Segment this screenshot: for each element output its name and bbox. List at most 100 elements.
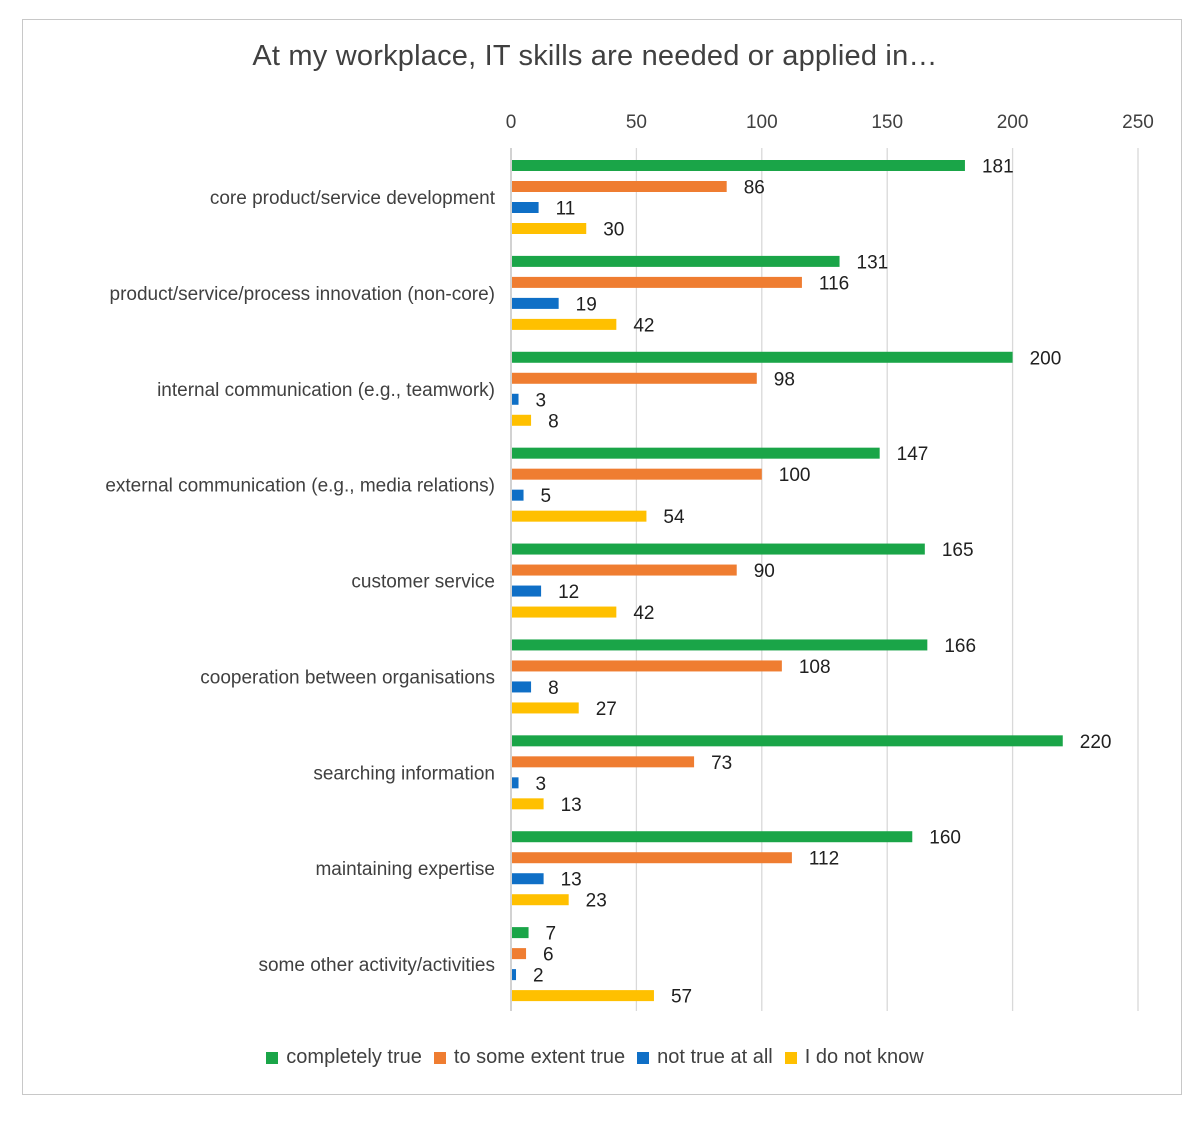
bar: [512, 318, 617, 330]
data-label: 7: [546, 924, 557, 945]
legend-item: not true at all: [637, 1046, 773, 1069]
data-label: 23: [586, 891, 607, 912]
data-label: 165: [942, 540, 974, 561]
data-label: 100: [779, 465, 811, 486]
data-label: 12: [558, 582, 579, 603]
bar: [512, 202, 539, 213]
data-label: 160: [929, 828, 961, 849]
bar: [512, 351, 1013, 363]
bar: [512, 297, 559, 309]
x-tick-label: 250: [1122, 112, 1154, 133]
legend-label: completely true: [286, 1046, 422, 1068]
data-label: 131: [857, 252, 889, 273]
bar: [512, 927, 529, 939]
category-label: internal communication (e.g., teamwork): [157, 380, 495, 401]
bar: [512, 873, 544, 885]
bar: [512, 585, 542, 597]
category-label: product/service/process innovation (non-…: [110, 284, 495, 305]
data-label: 5: [541, 486, 552, 507]
data-label: 200: [1030, 348, 1062, 369]
bar: [512, 181, 727, 192]
data-label: 181: [982, 157, 1014, 178]
data-label: 73: [711, 753, 732, 774]
x-tick-label: 200: [997, 112, 1029, 133]
x-tick-label: 100: [746, 112, 778, 133]
bar: [512, 990, 654, 1002]
bar: [512, 969, 517, 981]
legend-label: to some extent true: [453, 1046, 626, 1068]
bar: [512, 639, 928, 651]
data-label: 90: [754, 561, 775, 582]
bar: [512, 510, 647, 522]
x-tick-label: 0: [506, 112, 517, 133]
bar: [512, 948, 527, 960]
bar: [512, 735, 1063, 747]
x-tick-label: 50: [626, 112, 647, 133]
bar: [512, 255, 840, 267]
bar: [512, 852, 792, 864]
data-label: 42: [633, 315, 654, 336]
bar: [512, 372, 757, 384]
legend-swatch: [266, 1051, 279, 1064]
data-label: 11: [556, 199, 576, 220]
legend: completely true to some extent true not tr…: [0, 1046, 1190, 1069]
category-label: customer service: [351, 572, 495, 593]
data-label: 108: [799, 657, 831, 678]
legend-swatch: [637, 1051, 650, 1064]
data-label: 3: [536, 390, 547, 411]
bar: [512, 489, 524, 501]
data-label: 147: [897, 444, 929, 465]
bar: [512, 223, 587, 234]
legend-item: I do not know: [784, 1046, 924, 1069]
data-label: 57: [671, 987, 692, 1008]
legend-label: I do not know: [804, 1046, 924, 1068]
bar: [512, 831, 913, 843]
category-label: core product/service development: [210, 188, 496, 209]
bar: [512, 756, 695, 768]
x-tick-label: 150: [871, 112, 903, 133]
bar: [512, 702, 579, 714]
chart-title: At my workplace, IT skills are needed or…: [252, 40, 938, 72]
legend-swatch: [784, 1051, 797, 1064]
bar: [512, 543, 925, 555]
legend-item: to some extent true: [433, 1046, 626, 1069]
category-label: cooperation between organisations: [200, 667, 495, 688]
data-label: 19: [576, 294, 597, 315]
data-label: 8: [548, 411, 559, 432]
bar: [512, 798, 544, 810]
legend-item: completely true: [266, 1046, 422, 1069]
data-label: 3: [536, 774, 547, 795]
data-label: 42: [633, 603, 654, 624]
data-label: 8: [548, 678, 559, 699]
category-label: maintaining expertise: [315, 859, 495, 880]
data-label: 13: [561, 870, 582, 891]
data-label: 220: [1080, 732, 1112, 753]
data-label: 2: [533, 966, 544, 987]
category-label: some other activity/activities: [258, 955, 495, 976]
legend-swatch: [433, 1051, 446, 1064]
data-label: 166: [944, 636, 976, 657]
bar: [512, 160, 965, 171]
data-label: 86: [744, 178, 765, 199]
bar: [512, 894, 569, 906]
category-label: searching information: [313, 763, 495, 784]
chart-frame: [22, 19, 1182, 1095]
data-label: 98: [774, 369, 795, 390]
bar: [512, 681, 532, 693]
bar: [512, 468, 762, 480]
bar: [512, 414, 532, 426]
bar: [512, 564, 737, 576]
data-label: 54: [663, 507, 685, 528]
data-label: 30: [603, 220, 624, 241]
bar: [512, 606, 617, 618]
bar: [512, 393, 519, 405]
legend-label: not true at all: [657, 1046, 773, 1068]
data-label: 112: [809, 849, 839, 870]
bar: [512, 660, 782, 672]
bar: [512, 777, 519, 789]
data-label: 13: [561, 795, 582, 816]
bar: [512, 447, 880, 459]
data-label: 6: [543, 945, 554, 966]
data-label: 116: [819, 273, 849, 294]
